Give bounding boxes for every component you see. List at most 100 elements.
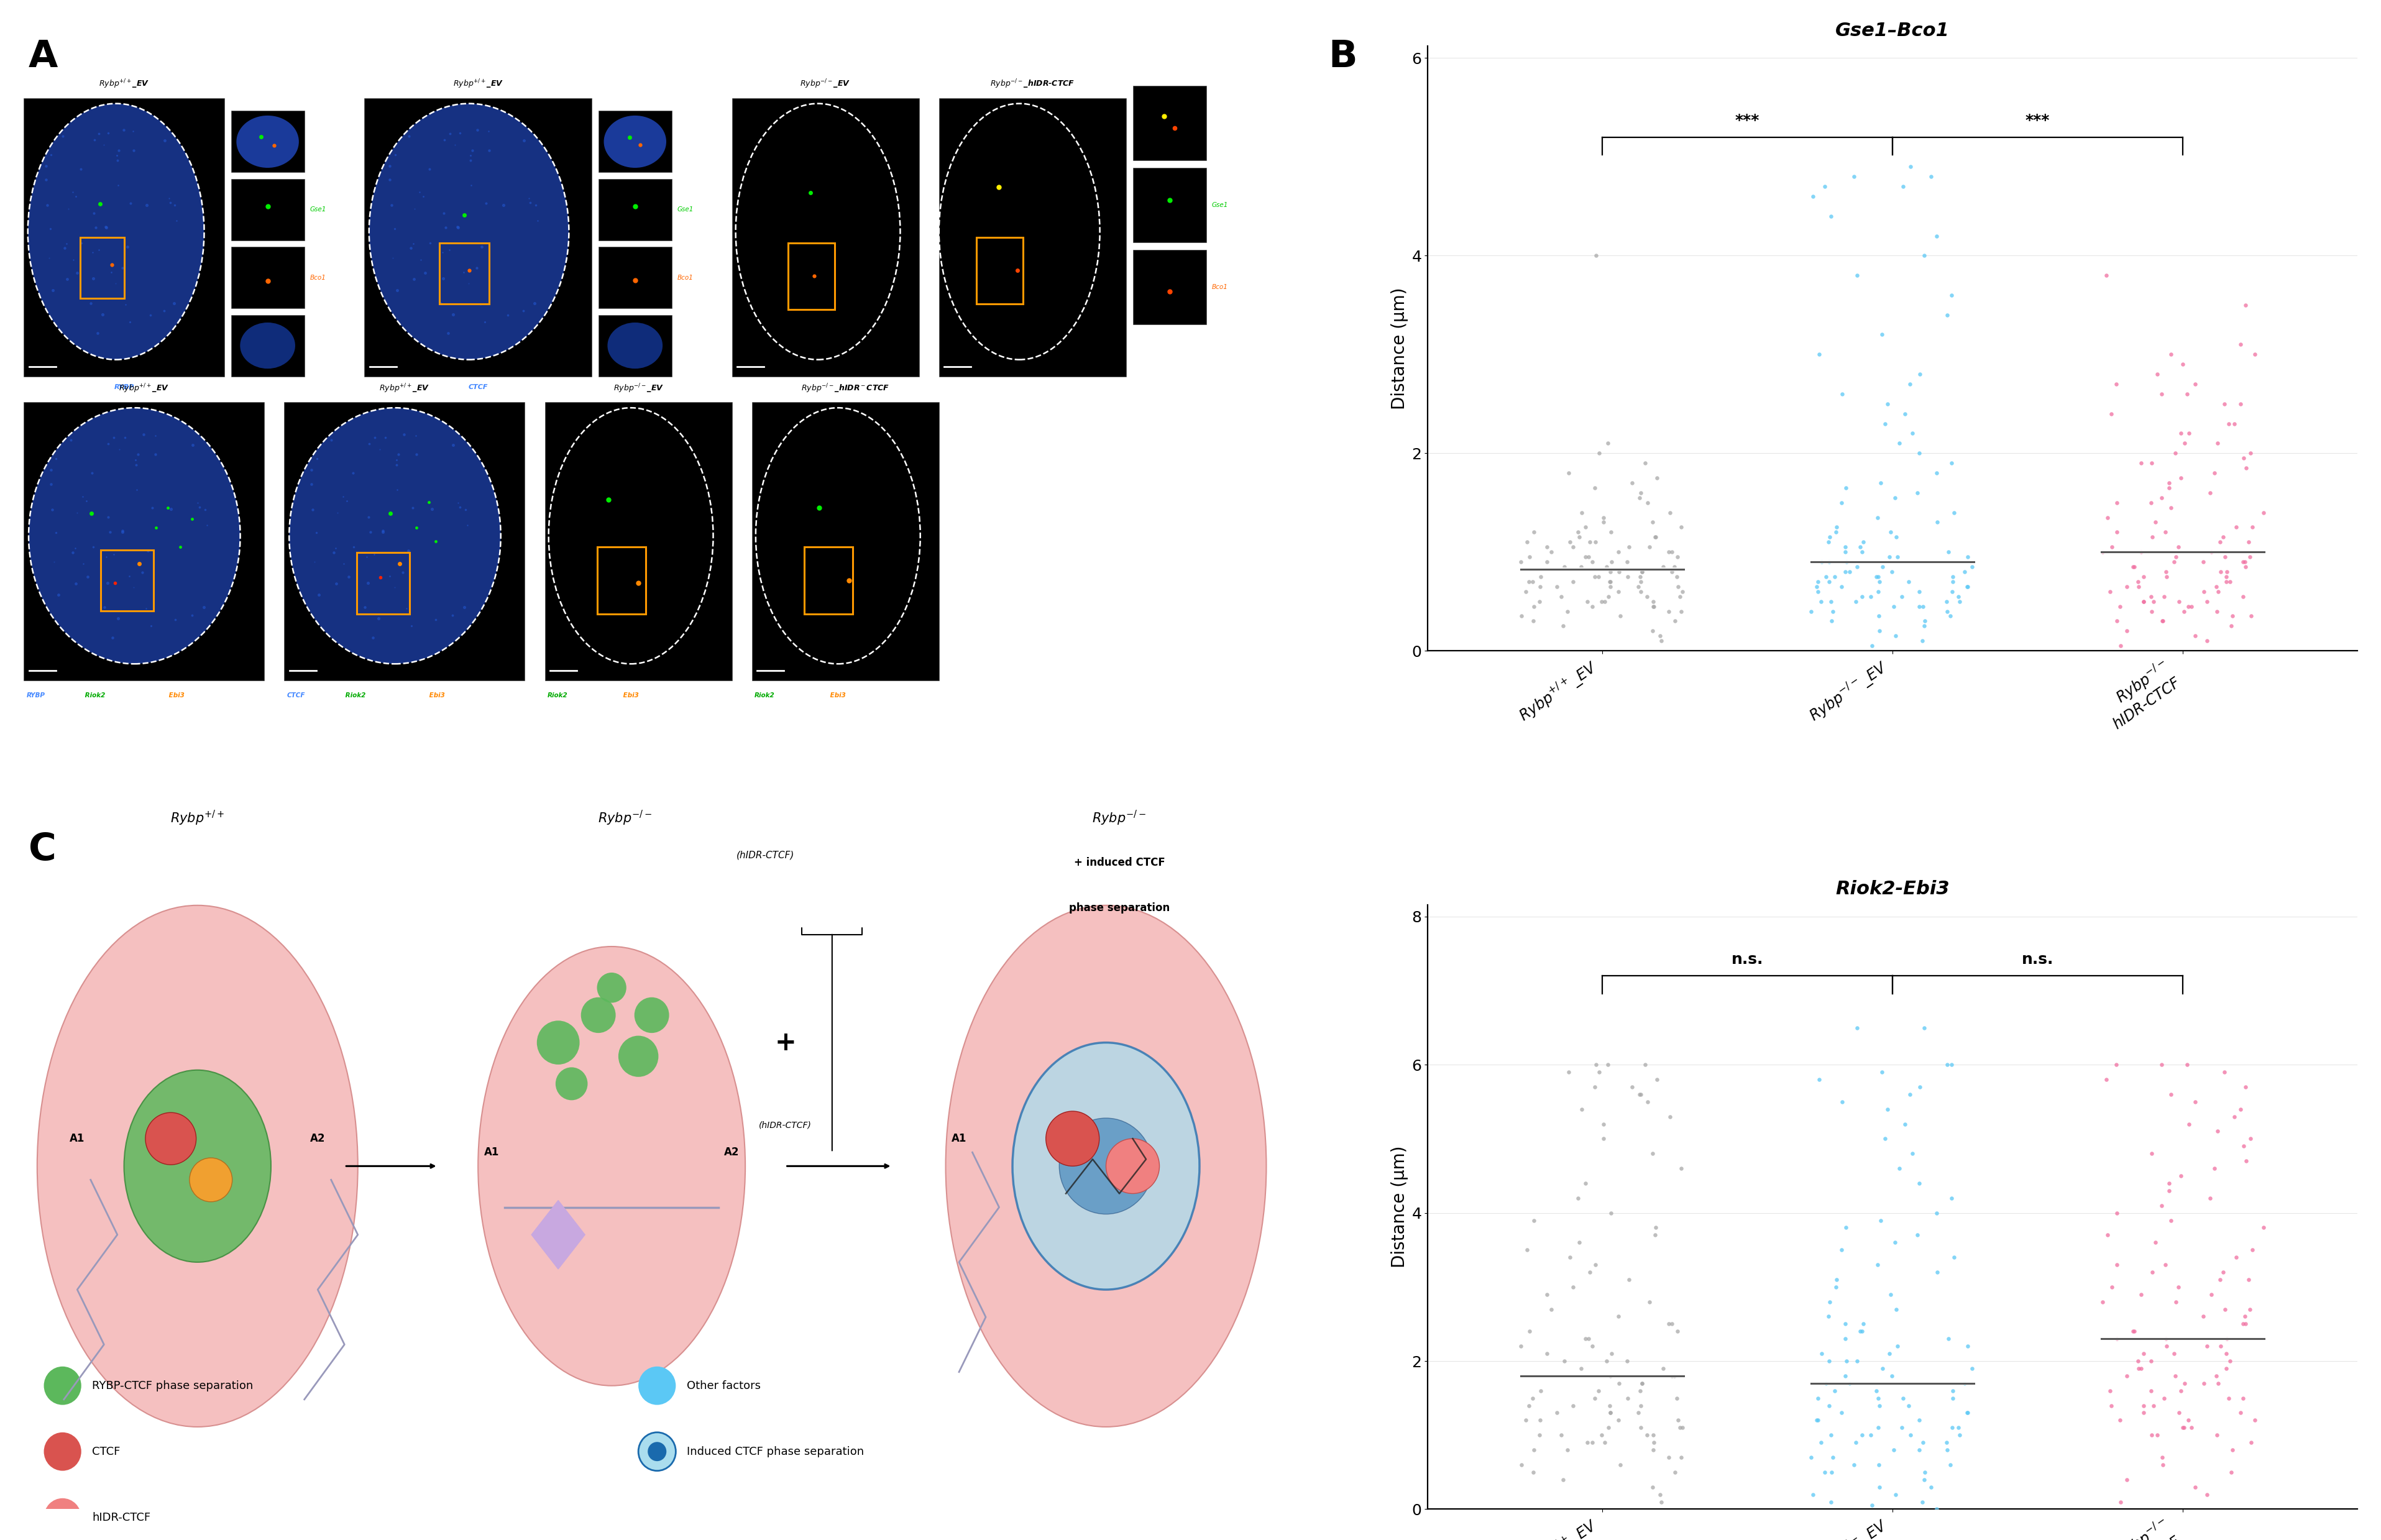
Point [1652,1312,1691,1337]
Point [1550,460,1588,485]
Point [1662,584,1700,608]
Point [1560,525,1598,550]
Point [1545,614,1583,639]
Point [1931,1452,1969,1477]
Point [1798,574,1836,599]
Point [1548,1438,1586,1463]
Bar [1133,86,1207,160]
Point [2200,579,2238,604]
Point [2231,545,2269,570]
Point [2233,514,2271,539]
Point [1652,539,1691,564]
Point [1876,1230,1914,1255]
Ellipse shape [288,408,500,664]
Point [2148,1326,2186,1351]
Point [1860,564,1898,588]
Point [2145,521,2183,545]
Text: Gse1: Gse1 [676,206,693,213]
Point [1933,1378,1971,1403]
Text: +: + [774,1030,795,1055]
Point [1529,1341,1567,1366]
Point [1883,1415,1921,1440]
Bar [231,179,305,240]
Point [1843,584,1881,608]
Point [2188,1334,2226,1358]
Point [2121,1281,2160,1306]
Point [1933,564,1971,588]
Point [1817,564,1855,588]
Point [1952,1357,1991,1381]
Point [2202,559,2241,584]
Point [1812,525,1850,550]
Point [1948,545,1986,570]
Text: Induced CTCF phase separation: Induced CTCF phase separation [686,1446,864,1457]
Point [1550,1244,1588,1269]
Point [1586,588,1624,613]
Point [1574,594,1612,619]
Point [1583,1112,1621,1137]
Point [2148,1334,2186,1358]
Point [1643,1357,1681,1381]
Point [1514,1438,1552,1463]
Point [1905,608,1943,633]
Point [1560,1230,1598,1255]
Point [1529,550,1567,574]
Point [1817,514,1855,539]
Text: $Rybp^{-/-}$_EV: $Rybp^{-/-}$_EV [614,382,664,394]
Point [1657,1386,1695,1411]
Text: CTCF: CTCF [676,342,693,348]
Point [1812,1460,1850,1485]
Point [2133,451,2171,476]
Point [1826,1363,1864,1388]
Point [1531,539,1569,564]
Point [2226,293,2264,317]
Point [1588,431,1626,456]
Point [1874,1363,1912,1388]
Point [2155,440,2193,465]
Bar [598,179,671,240]
Point [1576,564,1614,588]
Point [1898,480,1936,505]
Point [2133,1141,2171,1166]
Point [1836,1452,1874,1477]
Point [2198,1120,2236,1144]
Point [2198,599,2236,624]
Point [1860,1252,1898,1277]
Point [1567,1170,1605,1195]
Point [1591,1400,1629,1425]
Point [2176,624,2214,648]
Text: phase separation: phase separation [1069,902,1169,913]
Point [1600,1371,1638,1395]
Point [1576,243,1614,268]
Point [2093,1394,2131,1418]
Point [1843,1423,1881,1448]
Point [1824,574,1862,599]
Point [1941,584,1979,608]
Point [1588,554,1626,579]
Point [1581,440,1619,465]
Circle shape [1060,1118,1152,1214]
Point [2098,490,2136,514]
Point [1550,1060,1588,1084]
Point [2143,485,2181,510]
Point [1621,1415,1660,1440]
Text: CTCF: CTCF [469,383,488,390]
Point [2200,1267,2238,1292]
Point [2160,534,2198,559]
Point [1591,570,1629,594]
Point [1919,1260,1957,1284]
Point [2155,1363,2193,1388]
Point [1917,1201,1955,1226]
Point [2200,530,2238,554]
Point [2169,594,2207,619]
Point [1602,604,1641,628]
Point [1831,559,1869,584]
Point [1817,1378,1855,1403]
Bar [357,553,410,614]
Bar [24,99,224,376]
Point [2231,440,2269,465]
Point [1633,1438,1671,1463]
Point [2091,579,2129,604]
Point [2162,465,2200,490]
Point [1800,342,1838,367]
